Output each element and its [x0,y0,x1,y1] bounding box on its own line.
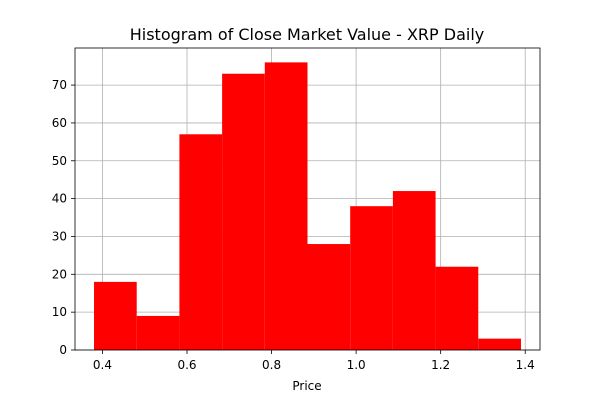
histogram-bar-7 [392,191,436,350]
histogram-bar-1 [136,315,180,350]
y-tick-label-4: 40 [52,192,67,206]
axes: 0.4 0.6 0.8 1.0 1.2 1.4 0 10 20 30 40 50 60 70 [52,78,535,372]
histogram-bar-0 [94,281,137,350]
y-tick-label-5: 50 [52,154,67,168]
x-tick-label-0: 0.4 [93,358,112,372]
histogram-bar-3 [222,73,265,350]
y-tick-label-2: 20 [52,267,67,281]
histogram-bar-8 [435,266,479,350]
histogram-bar-5 [307,244,351,350]
y-tick-label-3: 30 [52,229,67,243]
x-tick-label-2: 0.8 [262,358,281,372]
histogram-bar-9 [478,338,521,350]
histogram-bar-2 [179,134,223,350]
x-axis-label: Price [292,379,321,393]
x-tick-label-3: 1.0 [347,358,366,372]
x-tick-label-5: 1.4 [516,358,535,372]
x-tick-label-1: 0.6 [177,358,196,372]
histogram-bar-6 [350,206,393,350]
y-tick-label-1: 10 [52,305,67,319]
histogram-bar-4 [264,62,308,350]
bars [94,62,521,350]
y-tick-label-0: 0 [59,343,67,357]
chart-title: Histogram of Close Market Value - XRP Da… [130,25,485,44]
plot-frame [74,47,541,351]
x-tick-label-4: 1.2 [431,358,450,372]
y-tick-label-6: 60 [52,116,67,130]
y-tick-label-7: 70 [52,78,67,92]
